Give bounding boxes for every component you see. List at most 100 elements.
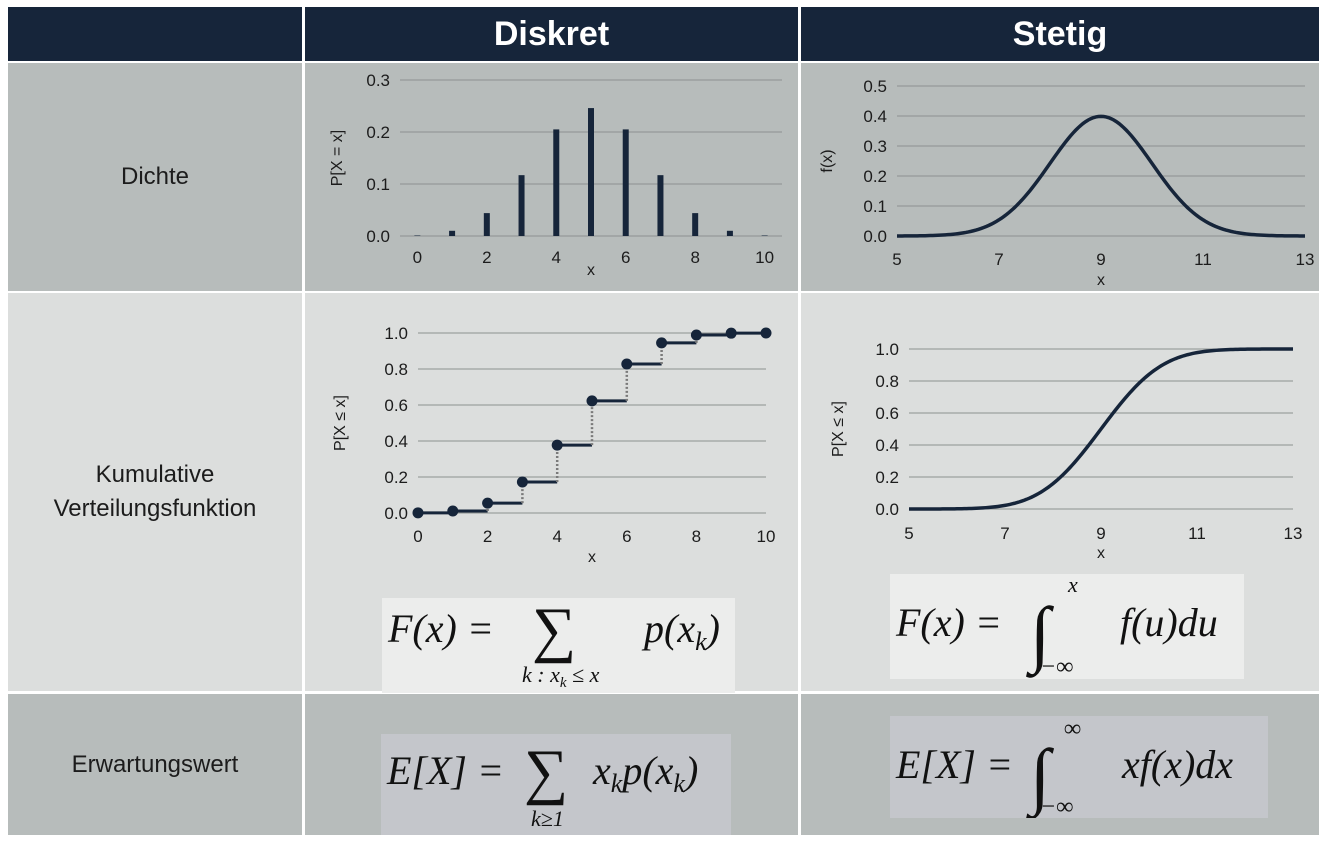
y-axis-label: f(x) xyxy=(819,149,836,172)
y-tick-label: 0.6 xyxy=(384,396,408,415)
header-continuous: Stetig xyxy=(801,7,1319,61)
integral-lower: −∞ xyxy=(1040,794,1073,818)
formula-lhs: E[X] = xyxy=(386,748,504,793)
step-point xyxy=(656,337,668,349)
formula-rhs: p(xk) xyxy=(641,606,720,656)
formula-lhs: E[X] = xyxy=(895,742,1013,787)
cell-cdf-discrete: 0.0 0.2 0.4 0.6 0.8 1.0 0 2 4 6 8 10 x P[X ≤ x] F(x) … xyxy=(305,293,798,693)
y-tick-label: 0.0 xyxy=(875,500,899,519)
header-blank xyxy=(8,7,302,61)
bar xyxy=(518,175,525,236)
y-tick-label: 0.1 xyxy=(863,197,887,216)
x-axis-label: x xyxy=(587,262,595,279)
pmf-chart: 0.0 0.1 0.2 0.3 0 2 4 6 8 10 x P[X = x] xyxy=(329,71,782,279)
x-tick-label: 8 xyxy=(690,248,699,267)
step-point xyxy=(725,327,737,339)
y-tick-label: 0.4 xyxy=(875,436,899,455)
x-tick-label: 10 xyxy=(757,527,776,546)
bar xyxy=(553,129,560,236)
y-tick-label: 0.8 xyxy=(875,372,899,391)
cell-expectation-continuous: E[X] = ∫ ∞ −∞ xf(x)dx xyxy=(801,694,1319,835)
y-axis-label: P[X = x] xyxy=(329,130,346,186)
y-tick-label: 1.0 xyxy=(384,324,408,343)
cdf-label-line2: Verteilungsfunktion xyxy=(53,495,257,522)
series-line xyxy=(909,347,1293,511)
sum-symbol: ∑ xyxy=(524,738,568,806)
formula-expectation-discrete: E[X] = ∑ k≥1 xkp(xk) xyxy=(381,734,731,835)
step-point xyxy=(482,497,494,509)
y-tick-label: 0.6 xyxy=(875,404,899,423)
x-axis-label: x xyxy=(588,549,596,566)
x-tick-label: 5 xyxy=(892,250,901,269)
x-tick-label: 13 xyxy=(1296,250,1315,269)
sum-subscript: k : xk ≤ x xyxy=(522,662,600,691)
y-tick-label: 0.4 xyxy=(384,432,408,451)
formula-expectation-continuous: E[X] = ∫ ∞ −∞ xf(x)dx xyxy=(890,716,1268,820)
cell-density-continuous: 0.0 0.1 0.2 0.3 0.4 0.5 5 7 9 11 13 x f(x) xyxy=(801,63,1319,291)
step-point xyxy=(447,505,459,517)
x-tick-label: 9 xyxy=(1096,524,1105,543)
cdf-label-line1: Kumulative xyxy=(95,461,215,488)
series-line xyxy=(896,114,1306,238)
integral-lower: −∞ xyxy=(1040,654,1073,679)
x-tick-label: 0 xyxy=(413,248,422,267)
x-tick-label: 2 xyxy=(482,248,491,267)
normal-cdf-chart: 0.0 0.2 0.4 0.6 0.8 1.0 5 7 9 11 13 x P[X ≤ x] xyxy=(830,340,1303,562)
y-tick-label: 0.2 xyxy=(384,468,408,487)
x-tick-label: 4 xyxy=(552,248,561,267)
cell-density-discrete: 0.0 0.1 0.2 0.3 0 2 4 6 8 10 x P[X = x] xyxy=(305,63,798,291)
bar xyxy=(588,108,594,236)
y-tick-label: 0.0 xyxy=(384,504,408,523)
step-point xyxy=(551,439,563,451)
formula-lhs: F(x) = xyxy=(387,606,494,651)
bar xyxy=(726,230,733,236)
step-point xyxy=(760,327,772,339)
row-label-expectation: Erwartungswert xyxy=(8,694,302,835)
x-axis-label: x xyxy=(1097,272,1105,289)
step-point xyxy=(516,476,528,488)
formula-lhs: F(x) = xyxy=(895,600,1002,645)
y-tick-label: 0.2 xyxy=(875,468,899,487)
row-label-cdf: Kumulative Verteilungsfunktion xyxy=(8,293,302,691)
sum-subscript: k≥1 xyxy=(531,806,564,831)
y-tick-label: 1.0 xyxy=(875,340,899,359)
integral-upper: x xyxy=(1067,574,1078,597)
x-tick-label: 0 xyxy=(413,527,422,546)
header-discrete: Diskret xyxy=(305,7,798,61)
x-tick-label: 10 xyxy=(755,248,774,267)
bar xyxy=(622,129,629,236)
x-tick-label: 11 xyxy=(1194,250,1212,269)
x-tick-label: 7 xyxy=(1000,524,1009,543)
expectation-label: Erwartungswert xyxy=(71,750,239,778)
cell-expectation-discrete: E[X] = ∑ k≥1 xkp(xk) xyxy=(305,694,798,835)
x-tick-label: 9 xyxy=(1096,250,1105,269)
x-tick-label: 8 xyxy=(692,527,701,546)
y-tick-label: 0.5 xyxy=(863,77,887,96)
y-tick-label: 0.1 xyxy=(366,175,390,194)
y-tick-label: 0.3 xyxy=(863,137,887,156)
formula-rhs: xf(x)dx xyxy=(1121,742,1233,787)
bar xyxy=(483,213,490,236)
x-tick-label: 13 xyxy=(1284,524,1303,543)
bar xyxy=(761,235,768,236)
integral-symbol: ∫ xyxy=(1026,593,1055,678)
bar xyxy=(657,175,664,236)
y-axis-label: P[X ≤ x] xyxy=(332,395,349,451)
y-tick-label: 0.2 xyxy=(366,123,390,142)
y-axis-label: P[X ≤ x] xyxy=(830,401,847,457)
step-point xyxy=(690,329,702,341)
formula-rhs: xkp(xk) xyxy=(592,748,698,798)
y-tick-label: 0.3 xyxy=(366,71,390,90)
step-point xyxy=(412,507,424,519)
formula-cdf-discrete: F(x) = ∑ k : xk ≤ x p(xk) xyxy=(382,596,735,693)
x-tick-label: 6 xyxy=(621,248,630,267)
x-tick-label: 5 xyxy=(904,524,913,543)
integral-symbol: ∫ xyxy=(1026,735,1055,818)
step-cdf-chart: 0.0 0.2 0.4 0.6 0.8 1.0 0 2 4 6 8 10 x P[X ≤ x] xyxy=(332,324,776,566)
bar xyxy=(692,213,699,236)
sum-symbol: ∑ xyxy=(532,598,576,664)
density-label: Dichte xyxy=(120,163,190,190)
x-tick-label: 6 xyxy=(622,527,631,546)
y-tick-label: 0.2 xyxy=(863,167,887,186)
x-tick-label: 7 xyxy=(994,250,1003,269)
